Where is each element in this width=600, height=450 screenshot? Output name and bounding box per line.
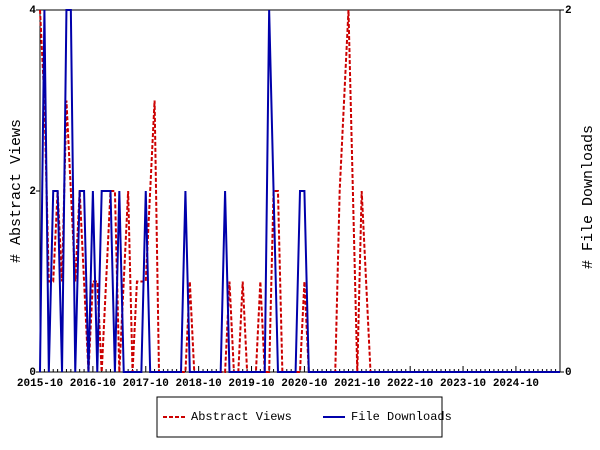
y2-tick-label: 0 bbox=[565, 367, 572, 379]
series-line bbox=[39, 9, 560, 373]
y2-axis-label: # File Downloads bbox=[580, 125, 597, 269]
x-tick-label: 2015-10 bbox=[17, 378, 63, 390]
x-tick-label: 2024-10 bbox=[493, 378, 539, 390]
x-tick-label: 2023-10 bbox=[440, 378, 486, 390]
legend-label: File Downloads bbox=[351, 410, 452, 424]
x-tick-label: 2016-10 bbox=[70, 378, 116, 390]
y-axis-label: # Abstract Views bbox=[8, 119, 25, 263]
x-tick-label: 2017-10 bbox=[123, 378, 169, 390]
y2-tick-label: 2 bbox=[565, 5, 572, 17]
legend-label: Abstract Views bbox=[191, 410, 292, 424]
legend-box bbox=[156, 396, 443, 438]
x-tick-label: 2019-10 bbox=[228, 378, 274, 390]
y-tick-label: 2 bbox=[29, 186, 36, 198]
x-tick-label: 2018-10 bbox=[176, 378, 222, 390]
x-tick-label: 2021-10 bbox=[334, 378, 380, 390]
x-tick-label: 2022-10 bbox=[387, 378, 433, 390]
y-tick-label: 0 bbox=[29, 367, 36, 379]
y-tick-label: 4 bbox=[29, 5, 36, 17]
x-tick-label: 2020-10 bbox=[281, 378, 327, 390]
